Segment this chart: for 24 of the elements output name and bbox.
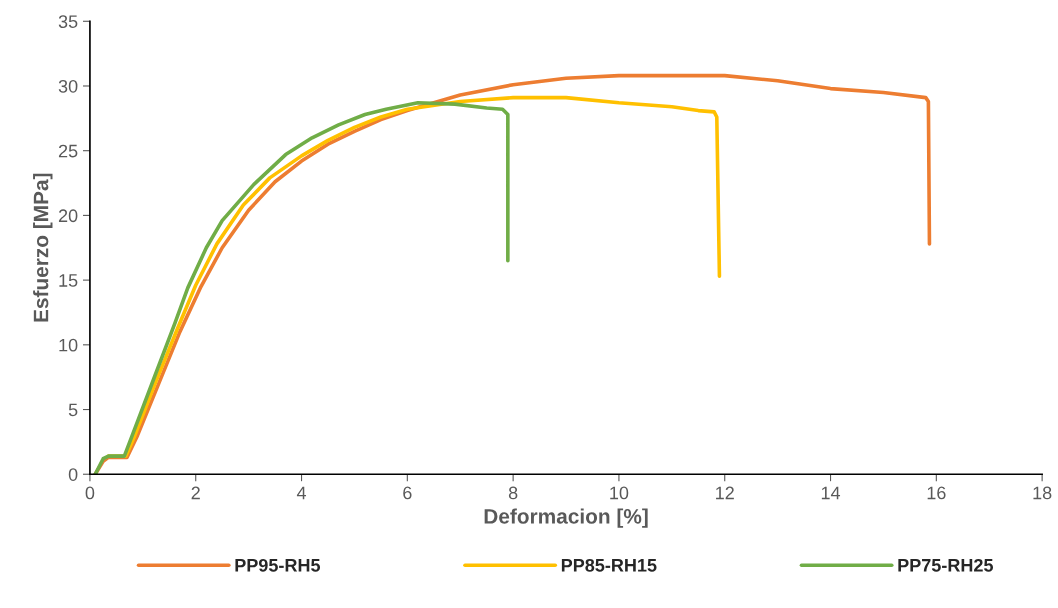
x-tick-label: 4 [296, 486, 307, 500]
x-tick-label: 0 [85, 486, 95, 500]
legend-label: PP95-RH5 [235, 558, 321, 572]
x-axis-title: Deformacion [%] [484, 508, 648, 528]
x-tick-label: 12 [716, 486, 734, 500]
y-tick-label: 5 [68, 403, 78, 417]
y-axis-title: Esfuerzo [MPa] [33, 173, 53, 322]
y-tick-label: 10 [59, 338, 78, 352]
y-tick-label: 25 [58, 144, 78, 158]
y-tick-label: 20 [58, 209, 78, 223]
x-tick-label: 6 [403, 486, 412, 500]
legend-label: PP85-RH15 [561, 558, 657, 572]
x-tick-label: 10 [610, 486, 629, 500]
x-tick-label: 8 [508, 486, 518, 500]
x-tick-label: 18 [1033, 486, 1052, 500]
y-tick-label: 35 [58, 15, 78, 28]
y-tick-label: 0 [68, 468, 78, 481]
y-tick-label: 30 [58, 79, 78, 93]
x-tick-label: 14 [821, 486, 841, 500]
legend-label: PP75-RH25 [898, 558, 994, 572]
line-series [93, 101, 510, 475]
x-tick-label: 2 [191, 486, 200, 500]
y-tick-label: 15 [59, 274, 78, 287]
x-tick-label: 16 [927, 486, 946, 500]
